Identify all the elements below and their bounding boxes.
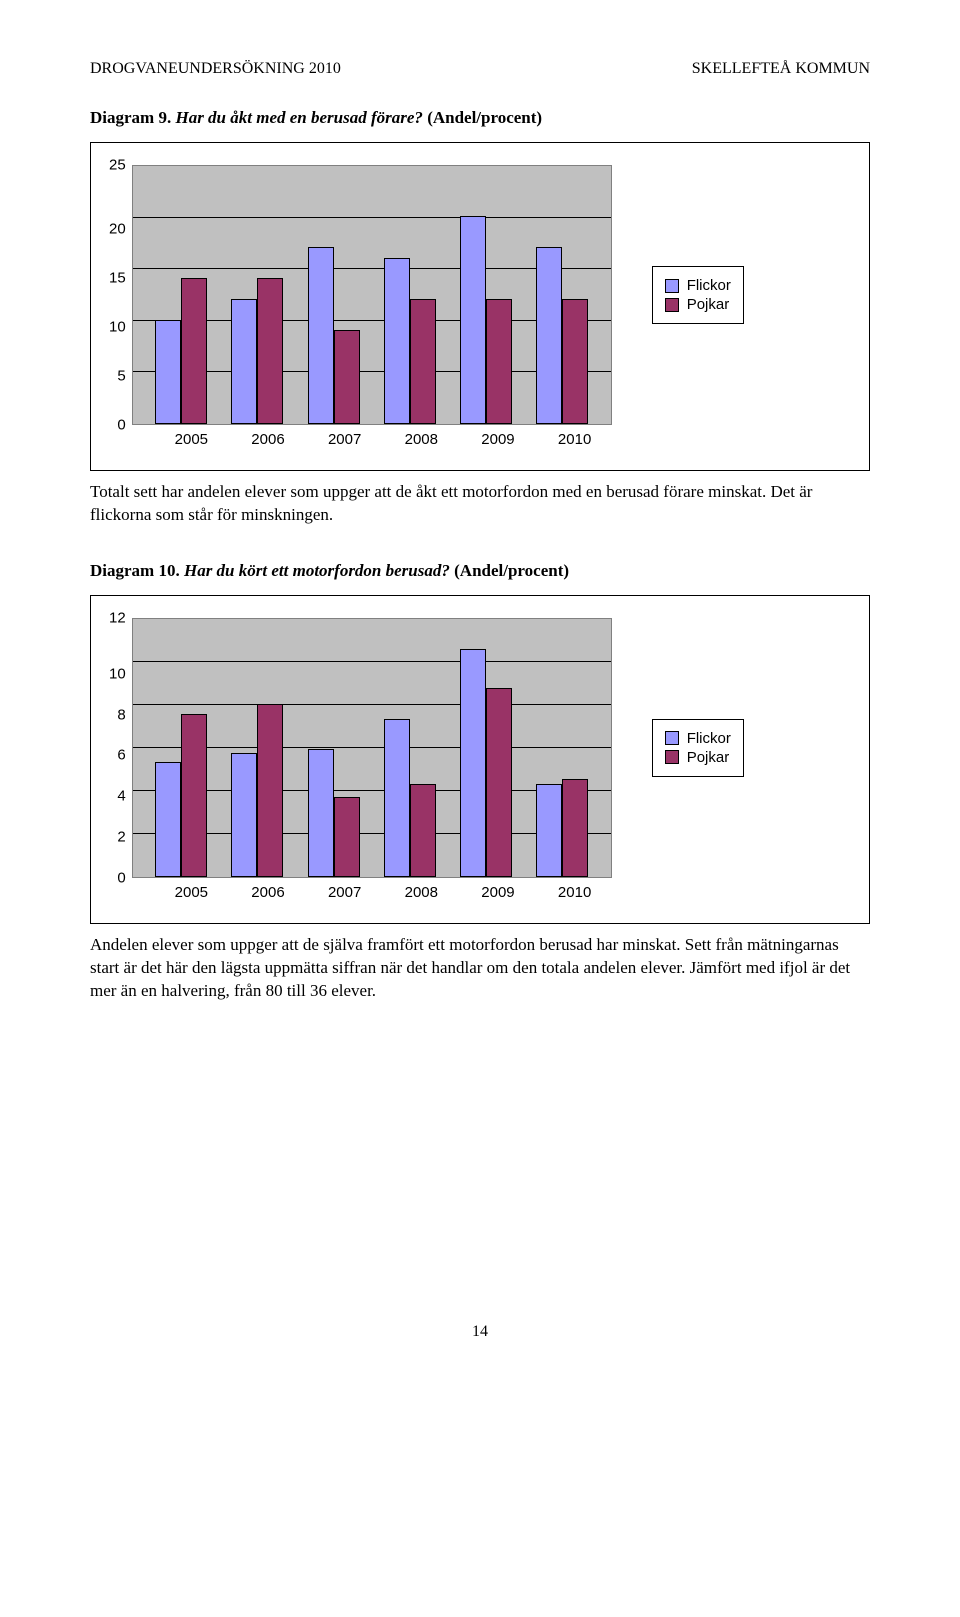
diagram9-chart: 2520151050 FlickorPojkar 200520062007200…	[90, 142, 870, 471]
legend-swatch	[665, 750, 679, 764]
y-tick: 12	[109, 610, 126, 625]
x-label: 2008	[391, 884, 451, 901]
page-header: DROGVANEUNDERSÖKNING 2010 SKELLEFTEÅ KOM…	[90, 60, 870, 78]
bar-group	[308, 247, 360, 424]
legend-label: Flickor	[687, 277, 731, 294]
bar	[257, 278, 283, 424]
y-tick: 6	[117, 748, 125, 763]
bar	[308, 749, 334, 877]
bar	[410, 299, 436, 424]
diagram9-plot	[132, 165, 612, 425]
diagram10-yaxis: 121086420	[109, 618, 132, 878]
diagram9-xaxis: 2005 2006 2007 2008 2009 2010	[143, 425, 623, 448]
header-right: SKELLEFTEÅ KOMMUN	[692, 60, 870, 78]
x-label: 2009	[468, 431, 528, 448]
x-label: 2005	[161, 884, 221, 901]
header-left: DROGVANEUNDERSÖKNING 2010	[90, 60, 341, 78]
legend-item: Pojkar	[665, 296, 731, 313]
x-label: 2006	[238, 884, 298, 901]
diagram9-legend: Flickor Pojkar	[652, 266, 744, 324]
diagram10-chart: 12 10 8 6 4 2 0 Flickor Pojkar 2005 2006 2007 2008…	[90, 595, 870, 924]
bar-group	[384, 258, 436, 424]
bar	[562, 299, 588, 424]
bar-group	[155, 278, 207, 424]
legend-swatch	[665, 298, 679, 312]
caption-lead: Diagram 10.	[90, 561, 180, 580]
x-label: 2008	[391, 431, 451, 448]
legend-swatch	[665, 731, 679, 745]
bar	[334, 330, 360, 424]
diagram9-caption: Diagram 9. Har du åkt med en berusad för…	[90, 108, 870, 128]
bar	[562, 779, 588, 877]
x-label: 2005	[161, 431, 221, 448]
diagram10-legend: Flickor Pojkar	[652, 719, 744, 777]
bar-group	[155, 714, 207, 877]
caption-lead: Diagram 9.	[90, 108, 171, 127]
bar-group	[231, 278, 283, 424]
diagram9-yaxis: 2520151050	[109, 165, 132, 425]
caption-tail: (Andel/procent)	[427, 108, 542, 127]
y-tick: 0	[117, 870, 125, 885]
bar	[536, 247, 562, 424]
bar	[231, 299, 257, 424]
bar	[486, 688, 512, 877]
bar-group	[536, 247, 588, 424]
x-label: 2010	[545, 884, 605, 901]
y-tick: 4	[117, 789, 125, 804]
y-tick: 8	[117, 707, 125, 722]
y-tick: 15	[109, 271, 126, 286]
x-label: 2007	[315, 884, 375, 901]
y-tick: 10	[109, 320, 126, 335]
bar	[460, 649, 486, 877]
legend-label: Pojkar	[687, 296, 730, 313]
bar	[384, 258, 410, 424]
bar	[257, 704, 283, 877]
bar-group	[460, 216, 512, 424]
bar	[155, 320, 181, 424]
bar	[308, 247, 334, 424]
bar	[536, 784, 562, 877]
caption-italic: Har du åkt med en berusad förare?	[175, 108, 422, 127]
diagram10-xaxis: 2005 2006 2007 2008 2009 2010	[143, 878, 623, 901]
diagram10-bars	[133, 619, 611, 877]
bar-group	[384, 719, 436, 877]
bar-group	[231, 704, 283, 877]
x-label: 2010	[545, 431, 605, 448]
bar	[181, 714, 207, 877]
y-tick: 5	[117, 369, 125, 384]
legend-swatch	[665, 279, 679, 293]
legend-item: Flickor	[665, 730, 731, 747]
page-number: 14	[90, 1323, 870, 1341]
bar	[486, 299, 512, 424]
y-tick: 25	[109, 158, 126, 173]
bar-group	[536, 779, 588, 877]
diagram10-plot	[132, 618, 612, 878]
caption-tail: (Andel/procent)	[454, 561, 569, 580]
caption-italic: Har du kört ett motorfordon berusad?	[184, 561, 450, 580]
bar-group	[308, 749, 360, 877]
bar	[231, 753, 257, 877]
y-tick: 0	[117, 418, 125, 433]
bar-group	[460, 649, 512, 877]
bar	[155, 762, 181, 877]
x-label: 2007	[315, 431, 375, 448]
diagram9-bars	[133, 166, 611, 424]
legend-item: Pojkar	[665, 749, 731, 766]
legend-item: Flickor	[665, 277, 731, 294]
diagram9-paragraph: Totalt sett har andelen elever som uppge…	[90, 481, 870, 527]
diagram10-caption: Diagram 10. Har du kört ett motorfordon …	[90, 561, 870, 581]
legend-label: Pojkar	[687, 749, 730, 766]
x-label: 2006	[238, 431, 298, 448]
bar	[181, 278, 207, 424]
bar	[410, 784, 436, 877]
bar	[334, 797, 360, 877]
legend-label: Flickor	[687, 730, 731, 747]
diagram10-paragraph: Andelen elever som uppger att de själva …	[90, 934, 870, 1003]
y-tick: 2	[117, 830, 125, 845]
y-tick: 10	[109, 666, 126, 681]
bar	[384, 719, 410, 877]
y-tick: 20	[109, 222, 126, 237]
x-label: 2009	[468, 884, 528, 901]
bar	[460, 216, 486, 424]
